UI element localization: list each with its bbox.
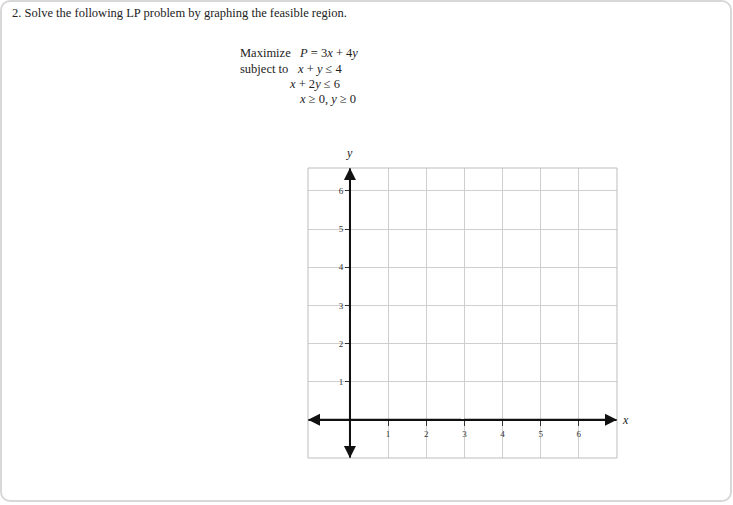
html-text:P = 3 x + 4 y: P = 3 x + 4 y xyxy=(300,46,358,60)
svg-text:5: 5 xyxy=(538,429,543,439)
svg-text:6: 6 xyxy=(577,429,582,439)
html-text:subject to: subject to xyxy=(240,62,289,76)
html-text:x + 2 y ≤ 6: x + 2 y ≤ 6 xyxy=(290,77,341,91)
html-text:x ≥ 0, y ≥ 0: x ≥ 0, y ≥ 0 xyxy=(300,92,357,106)
svg-text:6: 6 xyxy=(339,186,344,196)
svg-text:4: 4 xyxy=(500,429,505,439)
svg-text:3: 3 xyxy=(462,429,467,439)
svg-text:1: 1 xyxy=(386,429,391,439)
html-text:x + y ≤ 4: x + y ≤ 4 xyxy=(298,62,342,76)
html-text:Maximize: Maximize xyxy=(240,46,291,60)
svg-text:5: 5 xyxy=(339,224,344,234)
svg-text:1: 1 xyxy=(339,377,344,387)
html-text:2. Solve the following LP prob: 2. Solve the following LP problem by gra… xyxy=(12,6,347,20)
svg-text:3: 3 xyxy=(339,301,344,311)
svg-text:x: x xyxy=(622,413,629,427)
svg-text:y: y xyxy=(346,146,353,160)
svg-text:2: 2 xyxy=(424,429,429,439)
svg-text:4: 4 xyxy=(339,262,344,272)
svg-text:2: 2 xyxy=(339,339,344,349)
